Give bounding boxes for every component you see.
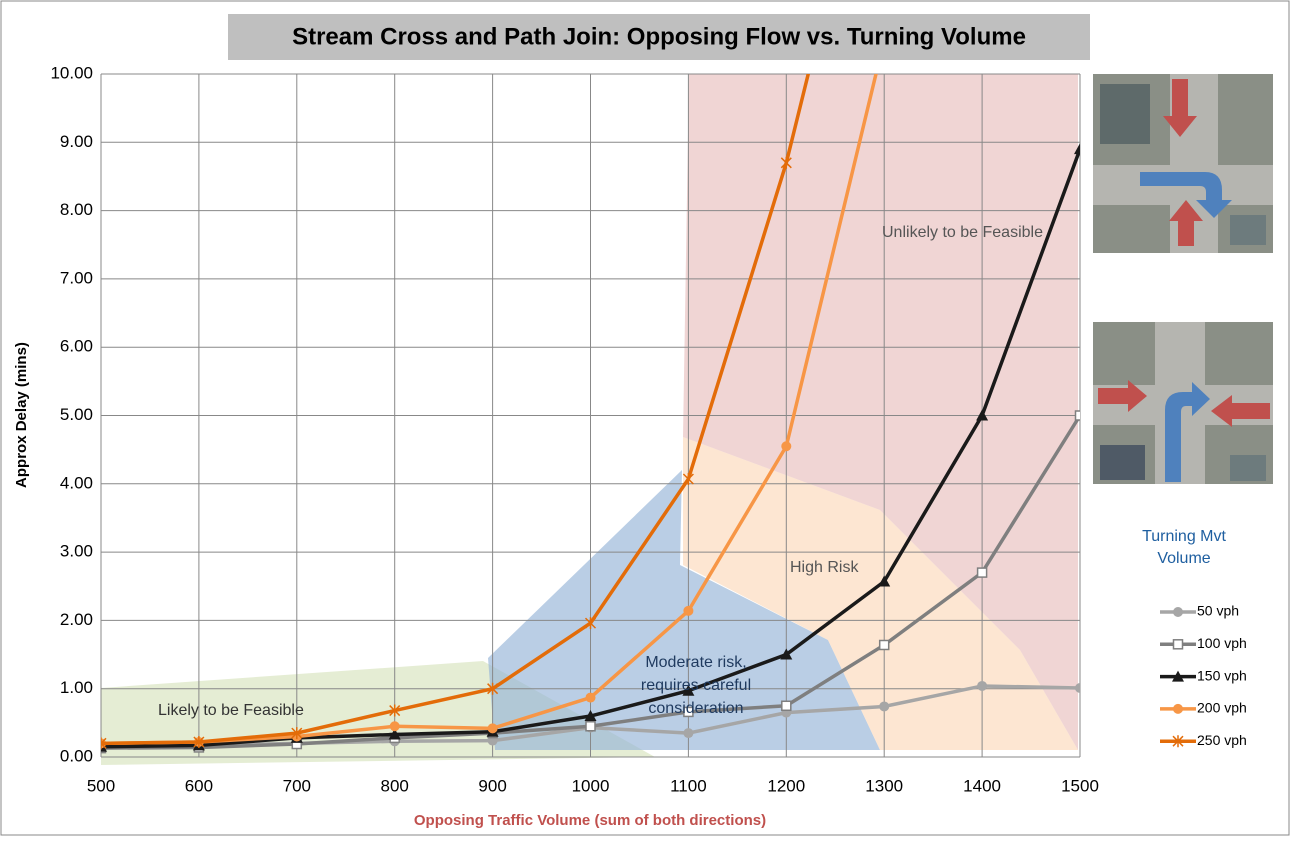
x-tick-label: 1400 <box>963 776 1001 795</box>
point <box>101 737 107 750</box>
point <box>878 639 890 651</box>
point <box>584 617 597 630</box>
x-tick-label: 1100 <box>670 776 707 795</box>
x-tick-label: 1300 <box>865 776 903 795</box>
x-tick-label: 900 <box>478 776 506 795</box>
intersection-photo <box>1093 74 1273 253</box>
point <box>781 441 792 452</box>
point <box>781 700 792 712</box>
annotation: High Risk <box>790 559 859 576</box>
point <box>291 727 303 740</box>
legend-marker <box>1172 735 1184 748</box>
legend-title: Turning Mvt Volume <box>1142 528 1226 567</box>
point <box>487 723 498 734</box>
annotation: Likely to be Feasible <box>158 702 304 719</box>
x-tick-label: 600 <box>185 776 213 795</box>
legend-marker <box>1172 639 1184 650</box>
x-axis-label: Opposing Traffic Volume (sum of both dir… <box>414 812 766 829</box>
point <box>585 721 596 732</box>
chart-title: Stream Cross and Path Join: Opposing Flo… <box>292 23 1026 50</box>
y-tick-label: 6.00 <box>60 337 93 356</box>
point <box>780 156 792 169</box>
y-tick-label: 9.00 <box>60 132 93 151</box>
annotation: Unlikely to be Feasible <box>882 224 1043 241</box>
point <box>977 680 988 691</box>
x-tick-label: 1200 <box>767 776 805 795</box>
point <box>780 648 793 660</box>
point <box>388 728 401 740</box>
x-tick-label: 700 <box>283 776 311 795</box>
y-tick-label: 4.00 <box>60 473 93 492</box>
annotation: Moderate risk, <box>645 654 746 671</box>
y-tick-label: 7.00 <box>60 268 93 287</box>
point <box>389 704 401 717</box>
point <box>682 684 695 696</box>
point <box>682 473 694 486</box>
high-risk-region <box>683 437 1078 750</box>
point <box>976 567 988 578</box>
x-tick-label: 800 <box>381 776 409 795</box>
point <box>487 682 499 695</box>
title-box <box>228 14 1090 60</box>
point <box>193 735 205 748</box>
y-tick-label: 5.00 <box>60 405 93 424</box>
legend-marker <box>1173 607 1183 617</box>
legend-label: 200 vph <box>1197 700 1247 716</box>
y-tick-label: 2.00 <box>60 610 93 629</box>
point <box>584 710 597 722</box>
point <box>683 605 694 616</box>
point <box>1074 143 1080 155</box>
y-tick-label: 3.00 <box>60 542 93 561</box>
intersection-photo <box>1093 322 1273 484</box>
annotation: requires careful <box>641 677 751 694</box>
point <box>1075 683 1080 694</box>
point <box>879 701 890 712</box>
annotation: consideration <box>648 700 743 717</box>
legend-label: 150 vph <box>1197 667 1247 683</box>
point <box>1074 410 1080 421</box>
legend-label: 50 vph <box>1197 603 1239 619</box>
x-tick-label: 500 <box>87 776 115 795</box>
x-tick-label: 1500 <box>1061 776 1099 795</box>
x-tick-label: 1000 <box>572 776 610 795</box>
point <box>976 409 989 421</box>
y-tick-label: 0.00 <box>60 746 93 765</box>
y-tick-label: 10.00 <box>50 63 93 82</box>
y-tick-label: 8.00 <box>60 200 93 219</box>
legend-label: 250 vph <box>1197 732 1247 748</box>
y-axis-label: Approx Delay (mins) <box>13 342 30 488</box>
point <box>585 692 596 703</box>
y-tick-label: 1.00 <box>60 678 93 697</box>
point <box>878 575 891 587</box>
legend-marker <box>1173 703 1183 714</box>
legend-marker <box>1172 670 1184 682</box>
unlikely-region <box>683 74 1078 750</box>
point <box>683 728 694 739</box>
point <box>389 721 400 732</box>
legend-label: 100 vph <box>1197 635 1247 651</box>
point <box>683 706 694 718</box>
